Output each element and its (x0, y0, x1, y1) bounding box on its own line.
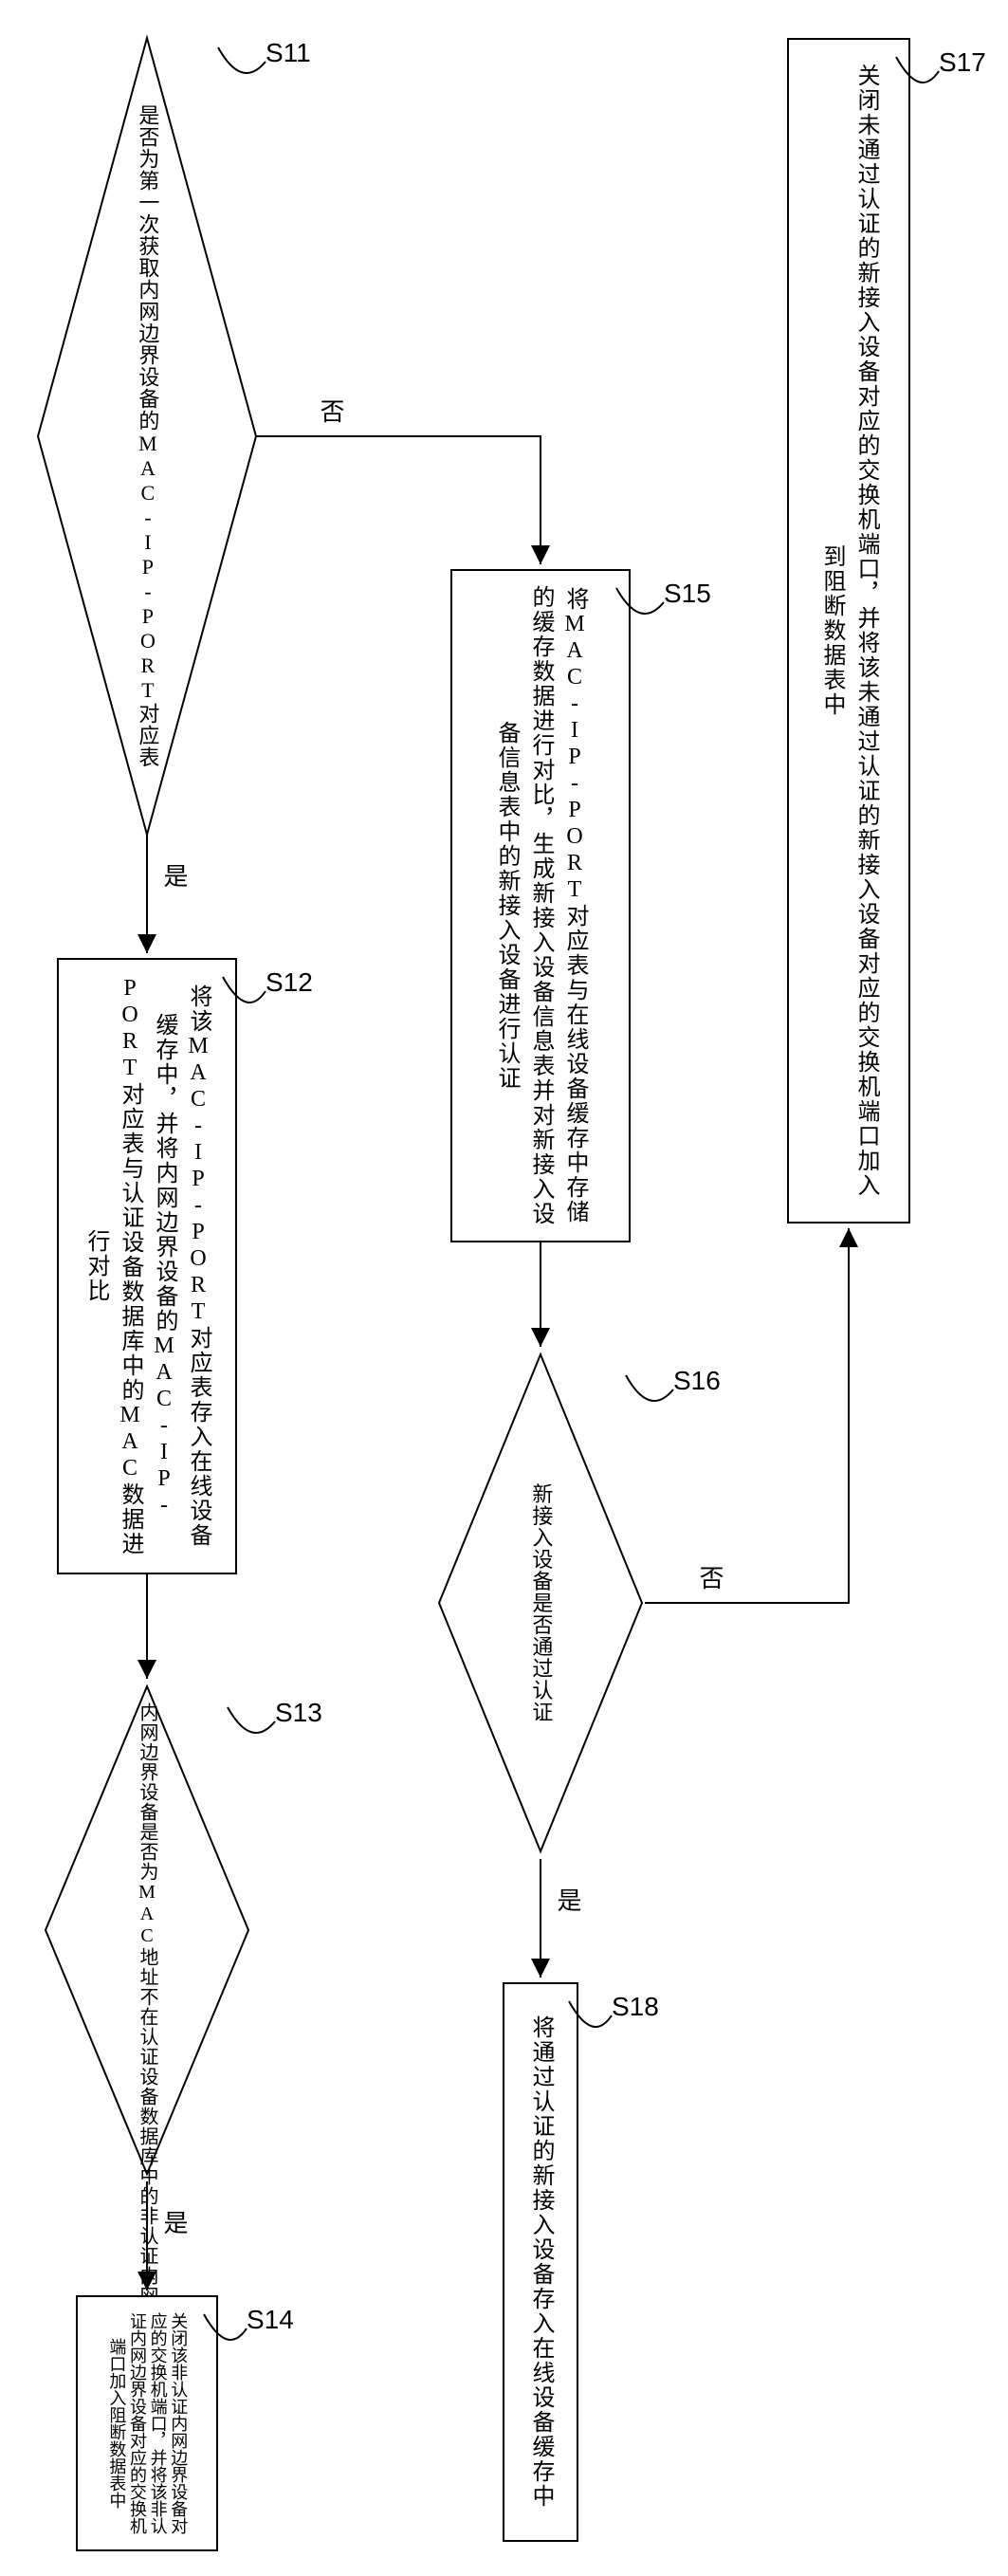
edge-label-s11-yes: 是 (156, 863, 192, 888)
edge-label-s16-yes: 是 (550, 1887, 585, 1912)
process-s14-text: 关闭该非认证内网边界设备对应的交换机端口，并将该非认证内网边界设备对应的交换机端… (99, 2297, 195, 2549)
step-label-s14: S14 (247, 2305, 294, 2335)
process-s14: 关闭该非认证内网边界设备对应的交换机端口，并将该非认证内网边界设备对应的交换机端… (76, 2295, 218, 2551)
decision-s13-text: 内网边界设备是否为MAC地址不在认证设备数据库中的非认证内网边界设备？ (134, 1702, 160, 2158)
process-s18-text: 将通过认证的新接入设备存入在线设备缓存中 (516, 2001, 565, 2523)
process-s15-text: 将MAC-IP-PORT对应表与在线设备缓存中存储的缓存数据进行对比，生成新接入… (482, 571, 599, 1241)
process-s17-text: 关闭未通过认证的新接入设备对应的交换机端口，并将该未通过认证的新接入设备对应的交… (807, 40, 890, 1222)
step-label-s15: S15 (664, 579, 711, 609)
process-s18: 将通过认证的新接入设备存入在线设备缓存中 (503, 1982, 578, 2542)
edge-label-s13-yes: 是 (156, 2210, 192, 2235)
edge-label-s16-no: 否 (692, 1565, 727, 1590)
step-label-s16: S16 (673, 1366, 721, 1396)
edge-label-s11-no: 否 (313, 398, 348, 423)
step-label-s18: S18 (612, 1992, 659, 2022)
step-label-s12: S12 (266, 967, 313, 998)
process-s12: 将该MAC-IP-PORT对应表存入在线设备缓存中，并将内网边界设备的MAC-I… (57, 958, 237, 1574)
process-s15: 将MAC-IP-PORT对应表与在线设备缓存中存储的缓存数据进行对比，生成新接入… (450, 569, 631, 1242)
process-s12-text: 将该MAC-IP-PORT对应表存入在线设备缓存中，并将内网边界设备的MAC-I… (71, 960, 223, 1573)
process-s17: 关闭未通过认证的新接入设备对应的交换机端口，并将该未通过认证的新接入设备对应的交… (787, 38, 910, 1224)
step-label-s13: S13 (275, 1698, 322, 1728)
step-label-s17: S17 (939, 47, 986, 78)
decision-s16-text: 新接入设备是否通过认证 (526, 1483, 556, 1723)
decision-s11-text: 是否为第一次获取内网边界设备的MAC-IP-PORT对应表 (133, 104, 162, 768)
step-label-s11: S11 (266, 38, 311, 68)
